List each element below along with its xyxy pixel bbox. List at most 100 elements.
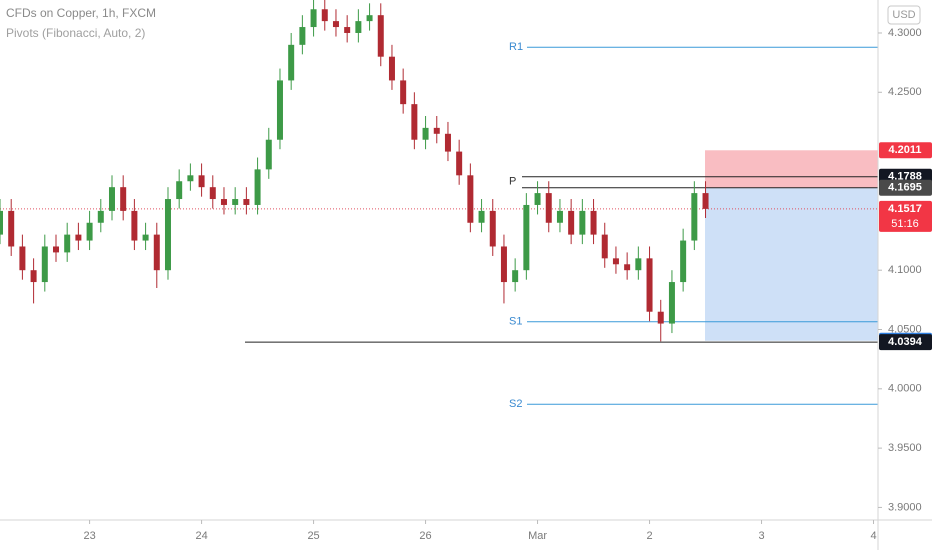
candle-body bbox=[444, 133, 451, 152]
candle-body bbox=[377, 15, 384, 57]
candle-body bbox=[310, 9, 317, 28]
candle-body bbox=[332, 21, 339, 28]
price-label: 4.0394 bbox=[888, 336, 923, 348]
candle-body bbox=[243, 199, 250, 205]
candle-body bbox=[142, 234, 149, 241]
candle-body bbox=[75, 234, 82, 241]
candle-body bbox=[657, 311, 664, 324]
candle-body bbox=[635, 258, 642, 271]
candle-body bbox=[456, 151, 463, 176]
candle-body bbox=[299, 27, 306, 45]
y-tick-label: 4.0000 bbox=[888, 383, 922, 395]
candle-body bbox=[209, 187, 216, 200]
price-label-box bbox=[879, 334, 932, 351]
candle-body bbox=[108, 187, 115, 211]
last-price-box bbox=[879, 200, 932, 232]
x-tick-label: 25 bbox=[307, 530, 319, 542]
price-label-box bbox=[879, 179, 932, 196]
price-label: 4.1695 bbox=[888, 182, 922, 194]
x-tick-label: 4 bbox=[870, 530, 876, 542]
chart-title: CFDs on Copper, 1h, FXCM bbox=[6, 6, 156, 20]
candle-body bbox=[97, 210, 104, 223]
candle-body bbox=[198, 175, 205, 188]
y-tick-label: 4.0500 bbox=[888, 323, 922, 335]
candle-body bbox=[164, 199, 171, 271]
candle-body bbox=[52, 246, 59, 253]
countdown: 51:16 bbox=[891, 218, 919, 230]
pivot-label: R1 bbox=[509, 41, 523, 53]
candle-body bbox=[545, 193, 552, 223]
candle-body bbox=[120, 187, 127, 211]
candle-body bbox=[612, 258, 619, 265]
candle-body bbox=[366, 15, 373, 22]
y-tick-label: 4.2500 bbox=[888, 86, 922, 98]
x-tick-label: 24 bbox=[195, 530, 207, 542]
candle-body bbox=[19, 246, 26, 271]
x-tick-label: 3 bbox=[758, 530, 764, 542]
candle-body bbox=[422, 127, 429, 140]
candle-body bbox=[467, 175, 474, 223]
candle-body bbox=[668, 282, 675, 324]
candle-body bbox=[321, 9, 328, 22]
last-price-label: 4.1517 bbox=[888, 203, 922, 215]
y-tick-label: 3.9000 bbox=[888, 501, 922, 513]
candle-body bbox=[478, 210, 485, 223]
candle-body bbox=[131, 210, 138, 241]
y-tick-label: 3.9500 bbox=[888, 442, 922, 454]
pivot-label: S2 bbox=[509, 398, 522, 410]
candle-body bbox=[556, 210, 563, 223]
candle-body bbox=[41, 246, 48, 283]
candle-body bbox=[534, 193, 541, 205]
candle-body bbox=[500, 246, 507, 283]
profit-zone bbox=[705, 150, 878, 188]
candle-body bbox=[388, 56, 395, 81]
candle-body bbox=[276, 80, 283, 140]
candle-body bbox=[355, 21, 362, 33]
candle-body bbox=[232, 199, 239, 205]
candle-body bbox=[601, 234, 608, 259]
candle-body bbox=[254, 169, 261, 205]
price-label: 4.2011 bbox=[888, 144, 921, 156]
candle-body bbox=[288, 44, 295, 81]
x-tick-label: 23 bbox=[83, 530, 95, 542]
candle-body bbox=[680, 240, 687, 283]
candle-body bbox=[64, 234, 71, 253]
candle-body bbox=[0, 210, 3, 235]
candle-body bbox=[86, 222, 93, 241]
candle-body bbox=[344, 27, 351, 33]
candle-body bbox=[8, 210, 15, 247]
candle-body bbox=[489, 210, 496, 247]
x-tick-label: Mar bbox=[528, 530, 547, 542]
candle-body bbox=[30, 270, 37, 283]
candle-body bbox=[400, 80, 407, 105]
pivot-label: P bbox=[509, 176, 516, 188]
candle-body bbox=[646, 258, 653, 312]
currency: USD bbox=[892, 9, 915, 21]
y-tick-label: 4.1000 bbox=[888, 264, 922, 276]
candle-body bbox=[624, 264, 631, 271]
candle-body bbox=[512, 270, 519, 283]
candle-body bbox=[568, 210, 575, 235]
candle-body bbox=[153, 234, 160, 271]
candle-body bbox=[265, 139, 272, 170]
indicator-title: Pivots (Fibonacci, Auto, 2) bbox=[6, 26, 145, 40]
candle-body bbox=[411, 104, 418, 140]
candle-body bbox=[176, 181, 183, 200]
candle-body bbox=[590, 210, 597, 235]
candle-body bbox=[579, 210, 586, 235]
price-label: 4.1788 bbox=[888, 171, 922, 183]
loss-zone bbox=[705, 187, 878, 341]
x-tick-label: 2 bbox=[646, 530, 652, 542]
candle-body bbox=[433, 127, 440, 134]
currency-box[interactable] bbox=[887, 5, 921, 25]
candle-body bbox=[220, 199, 227, 205]
candle-body bbox=[702, 193, 709, 209]
candle-body bbox=[187, 175, 194, 182]
x-tick-label: 26 bbox=[419, 530, 431, 542]
candle-body bbox=[523, 204, 530, 271]
plot-area: R1 P S1 S2 bbox=[0, 0, 878, 410]
price-label-box bbox=[879, 142, 932, 159]
pivot-label: S1 bbox=[509, 316, 522, 328]
candle-body bbox=[691, 193, 698, 241]
